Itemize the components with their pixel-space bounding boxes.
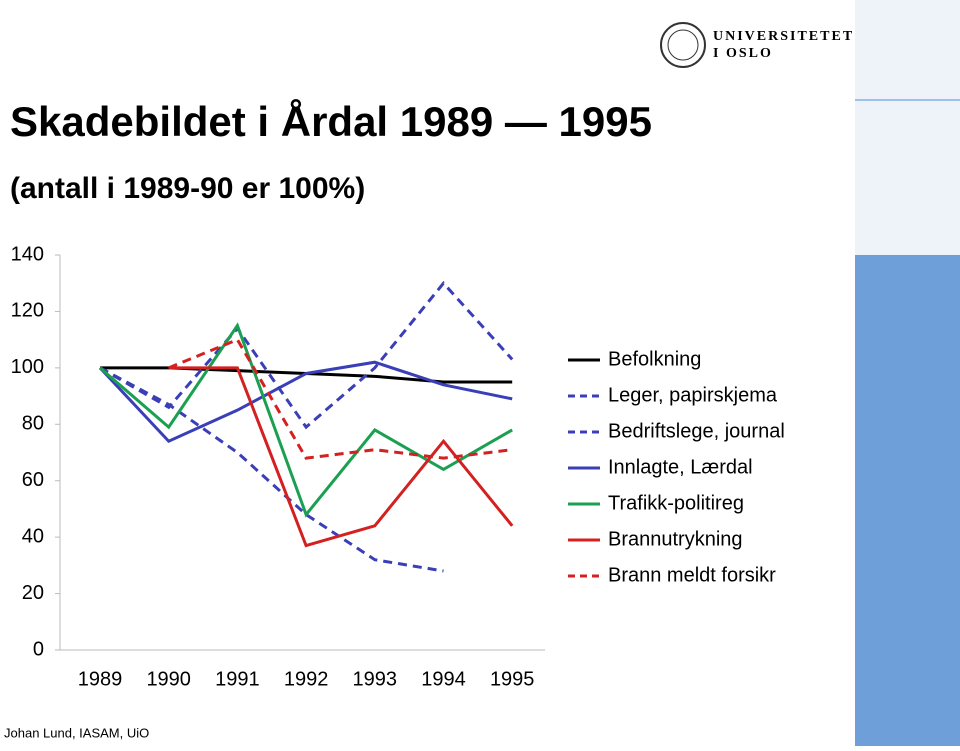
x-tick-label: 1995	[490, 668, 535, 690]
y-tick-label: 20	[22, 582, 44, 604]
y-tick-label: 100	[11, 356, 44, 378]
series-line	[99, 322, 513, 518]
x-tick-label: 1993	[353, 668, 398, 690]
series-line	[99, 366, 444, 573]
y-tick-label: 140	[11, 243, 44, 265]
logo-text: I OSLO	[713, 46, 773, 61]
legend-label: Brann meldt forsikr	[608, 564, 776, 586]
side-pattern	[855, 0, 960, 255]
x-tick-label: 1989	[78, 668, 123, 690]
y-tick-label: 120	[11, 300, 44, 322]
legend-label: Befolkning	[608, 348, 701, 370]
side-stripe	[855, 255, 960, 746]
series-line	[99, 280, 514, 430]
legend-label: Brannutrykning	[608, 528, 743, 550]
slide-subtitle: (antall i 1989-90 er 100%)	[10, 172, 365, 205]
y-tick-label: 40	[22, 525, 44, 547]
footer: Johan Lund, IASAM, UiO	[4, 725, 149, 740]
series-line	[168, 337, 513, 460]
series-line	[98, 360, 513, 444]
legend-label: Trafikk-politireg	[608, 492, 744, 514]
x-tick-label: 1992	[284, 668, 329, 690]
x-tick-label: 1990	[146, 668, 191, 690]
y-tick-label: 0	[33, 638, 44, 660]
y-tick-label: 80	[22, 413, 44, 435]
slide-title: Skadebildet i Årdal 1989 — 1995	[10, 98, 652, 145]
logo-seal-inner	[667, 29, 699, 61]
legend-label: Leger, papirskjema	[608, 384, 778, 406]
y-tick-label: 60	[22, 469, 44, 491]
x-tick-label: 1991	[215, 668, 260, 690]
logo-text: UNIVERSITETET	[713, 29, 854, 44]
logo-seal	[660, 22, 706, 68]
x-tick-label: 1994	[421, 668, 466, 690]
legend-label: Innlagte, Lærdal	[608, 456, 753, 478]
legend-label: Bedriftslege, journal	[608, 420, 785, 442]
